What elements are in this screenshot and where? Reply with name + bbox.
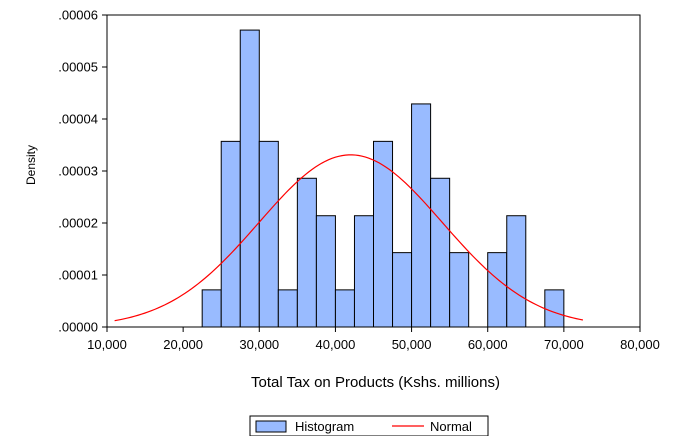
x-tick-label: 40,000 [316, 337, 356, 352]
legend-box [249, 415, 489, 436]
legend-normal-label: Normal [430, 419, 472, 434]
x-tick-label: 20,000 [163, 337, 203, 352]
legend: Histogram Normal [249, 415, 489, 436]
histogram-bar [315, 215, 336, 328]
y-tick-label: .00000 [58, 320, 98, 335]
y-tick-label: .00003 [58, 164, 98, 179]
legend-histogram-swatch [255, 420, 287, 433]
y-tick-label: .00001 [58, 268, 98, 283]
histogram-bar [430, 177, 451, 328]
legend-histogram-label: Histogram [295, 419, 354, 434]
histogram-bar [506, 215, 527, 328]
x-tick-label: 70,000 [544, 337, 584, 352]
x-tick-label: 30,000 [239, 337, 279, 352]
y-axis-title: Density [24, 145, 38, 185]
histogram-bar [392, 252, 413, 328]
histogram-bar [487, 252, 508, 328]
x-tick-label: 50,000 [392, 337, 432, 352]
histogram-bar [239, 29, 260, 328]
histogram-bar [544, 289, 565, 328]
y-tick-label: .00005 [58, 60, 98, 75]
histogram-bar [220, 140, 241, 328]
x-tick-label: 60,000 [468, 337, 508, 352]
histogram-bars [201, 29, 565, 328]
y-tick-label: .00004 [58, 112, 98, 127]
histogram-bar [411, 103, 432, 328]
histogram-bar [296, 177, 317, 328]
histogram-bar [353, 215, 375, 328]
histogram-bar [277, 289, 298, 328]
normal-curve [114, 154, 584, 322]
histogram-bar [449, 252, 470, 328]
x-axis-title: Total Tax on Products (Kshs. millions) [251, 374, 500, 391]
histogram-bar [258, 140, 279, 328]
x-tick-label: 80,000 [620, 337, 660, 352]
axes: 10,000 20,000 30,000 40,000 50,000 60,000 70,0… [58, 8, 660, 353]
histogram-bar [334, 289, 355, 328]
x-tick-label: 10,000 [87, 337, 127, 352]
y-tick-label: .00006 [58, 8, 98, 23]
y-tick-label: .00002 [58, 216, 98, 231]
histogram-bar [201, 289, 222, 328]
normal-curve-layer [114, 154, 584, 322]
